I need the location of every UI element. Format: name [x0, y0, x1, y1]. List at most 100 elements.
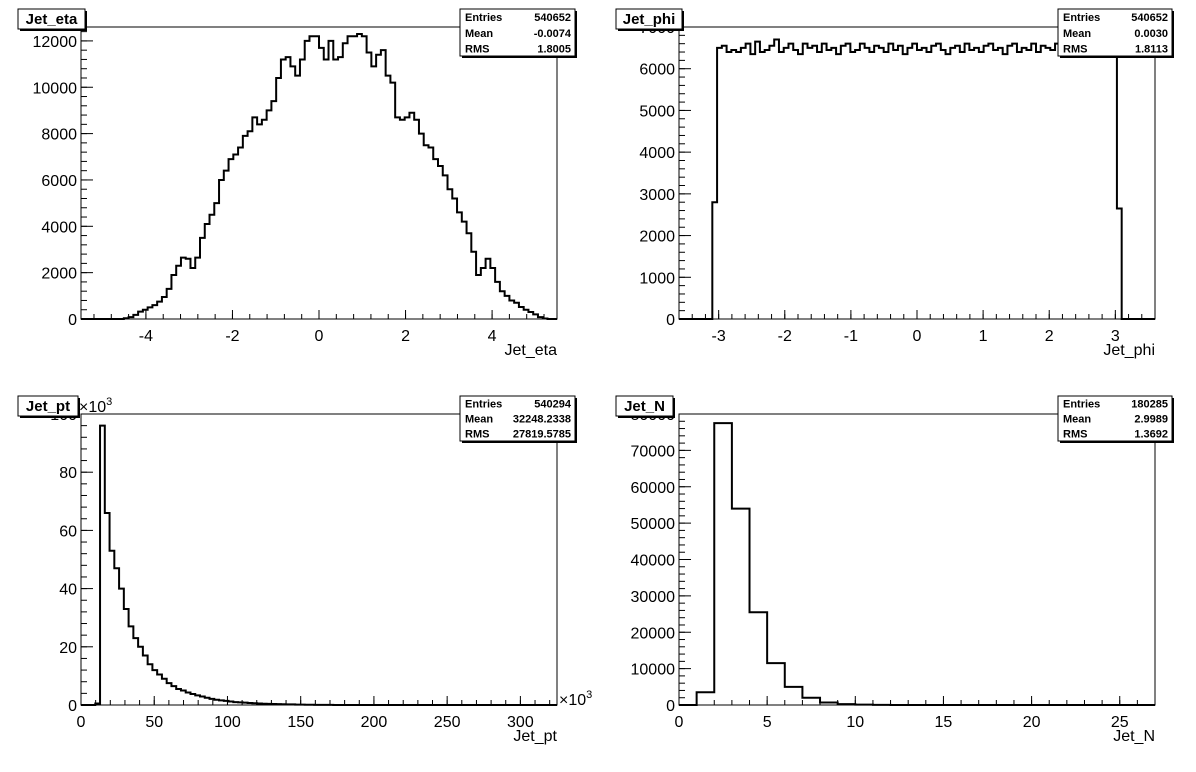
- stats-value: 540294: [534, 399, 572, 411]
- histogram-line: [81, 32, 557, 320]
- histogram-bar: [438, 166, 443, 319]
- y-tick-label: 30000: [631, 589, 676, 606]
- stats-value: 1.8113: [1135, 44, 1168, 56]
- x-tick-label: -2: [225, 328, 239, 345]
- histogram-bar: [290, 66, 295, 319]
- histogram-bar: [860, 44, 865, 319]
- y-multiplier-exp: 3: [106, 396, 112, 408]
- x-tick-label: 0: [675, 714, 684, 731]
- x-tick-label: 1: [979, 328, 988, 345]
- histogram-bar: [974, 48, 979, 319]
- histogram-bar: [755, 42, 760, 319]
- x-tick-label: 20: [1023, 714, 1041, 731]
- stats-label: Entries: [1063, 12, 1100, 24]
- histogram-bar: [984, 46, 989, 319]
- histogram-bar: [262, 120, 267, 319]
- histogram-bar: [376, 55, 381, 319]
- histogram-bar: [879, 48, 884, 319]
- x-multiplier-exp: 3: [586, 689, 592, 701]
- stats-box: [459, 8, 576, 57]
- y-tick-label: 0: [68, 312, 77, 329]
- histogram-bar: [1098, 46, 1103, 319]
- histogram-bar: [869, 52, 874, 319]
- histogram-bar: [257, 124, 262, 319]
- stats-label: RMS: [1063, 44, 1087, 56]
- stats-value: -0.0074: [534, 28, 572, 40]
- histogram-bar: [931, 46, 936, 319]
- histogram-bar: [846, 44, 851, 319]
- chart-title: Jet_N: [624, 398, 665, 415]
- y-tick-label: 0: [666, 698, 675, 715]
- stats-value: 1.8005: [537, 44, 571, 56]
- histogram-bar: [1003, 54, 1008, 319]
- chart-title: Jet_pt: [26, 398, 70, 415]
- histogram-bar: [362, 36, 367, 319]
- title-box: [17, 8, 86, 30]
- histogram-line: [81, 424, 557, 706]
- histogram-bar: [248, 131, 253, 319]
- x-tick-label: 0: [77, 714, 86, 731]
- histogram-bar: [409, 113, 414, 319]
- histogram-bar: [457, 212, 462, 319]
- histogram-bar: [1069, 46, 1074, 319]
- histogram-bar: [855, 50, 860, 319]
- x-axis-label: Jet_eta: [505, 342, 558, 359]
- histogram-bar: [827, 50, 832, 319]
- y-multiplier: ×103: [79, 396, 112, 416]
- x-tick-label: -1: [844, 328, 858, 345]
- histogram-bar: [808, 48, 813, 319]
- histogram-bar: [946, 54, 951, 319]
- stats-value: 540652: [1131, 12, 1168, 24]
- histogram-bar: [281, 59, 286, 319]
- x-tick-label: -4: [139, 328, 153, 345]
- histogram-bar: [286, 57, 291, 319]
- stats-label: Mean: [1063, 414, 1091, 426]
- title-box: [17, 395, 79, 417]
- stats-box: [1057, 395, 1173, 442]
- stats-label: RMS: [465, 429, 489, 441]
- histogram-bar: [841, 46, 846, 319]
- y-tick-label: 4000: [41, 219, 77, 236]
- histogram-bar: [400, 120, 405, 319]
- x-tick-label: -2: [778, 328, 792, 345]
- histogram-bar: [1012, 44, 1017, 319]
- x-tick-label: 150: [287, 714, 314, 731]
- x-axis-label: Jet_pt: [513, 728, 557, 745]
- chart-title: Jet_phi: [623, 11, 676, 28]
- x-tick-label: 50: [145, 714, 163, 731]
- histogram-bar: [960, 52, 965, 319]
- histogram-bar: [433, 159, 438, 319]
- histogram-bar: [357, 34, 362, 319]
- y-tick-label: 0: [666, 312, 675, 329]
- x-tick-label: 100: [214, 714, 241, 731]
- histogram-bar: [133, 638, 138, 705]
- histogram-bar: [1103, 52, 1108, 319]
- histogram-bar: [1060, 52, 1065, 319]
- histogram-bar: [1022, 48, 1027, 319]
- histogram-bar: [812, 46, 817, 319]
- chart-jet-pt: 050100150200250300020406080100Jet_pt×103…: [17, 395, 592, 745]
- stats-value: 27819.5785: [513, 429, 571, 441]
- stats-label: Mean: [465, 414, 493, 426]
- histogram-bar: [314, 36, 319, 319]
- histogram-bar: [395, 117, 400, 319]
- histogram-bar: [874, 46, 879, 319]
- histogram-bar: [1065, 48, 1070, 319]
- x-axis-label: Jet_phi: [1103, 342, 1155, 359]
- stats-value: 180285: [1131, 399, 1168, 411]
- histogram-bar: [850, 52, 855, 319]
- histogram-bar: [993, 50, 998, 319]
- histogram-bar: [1079, 54, 1084, 319]
- histogram-bar: [352, 36, 357, 319]
- histogram-bar: [760, 52, 765, 319]
- histogram-bar: [1055, 44, 1060, 319]
- histogram-bar: [238, 148, 243, 319]
- stats-label: Entries: [1063, 399, 1100, 411]
- histogram-bar: [1007, 46, 1012, 319]
- histogram-bar: [767, 663, 785, 705]
- histogram-bar: [802, 698, 820, 705]
- y-tick-label: 60000: [631, 480, 676, 497]
- x-multiplier-base: ×10: [559, 692, 586, 709]
- histogram-bar: [190, 268, 195, 319]
- histogram-bar: [714, 423, 732, 705]
